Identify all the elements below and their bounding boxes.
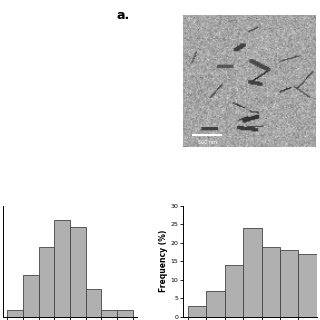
Bar	[23, 275, 38, 317]
Text: 500 nm: 500 nm	[198, 140, 217, 145]
Bar	[117, 310, 133, 317]
Bar	[261, 246, 280, 317]
Bar	[188, 306, 206, 317]
Bar	[225, 265, 243, 317]
Bar	[280, 250, 298, 317]
Bar	[243, 228, 261, 317]
Bar	[54, 220, 70, 317]
Bar	[206, 291, 225, 317]
Bar	[86, 289, 101, 317]
Bar	[38, 247, 54, 317]
Bar	[298, 254, 317, 317]
Bar	[7, 310, 23, 317]
Bar	[101, 310, 117, 317]
Y-axis label: Frequency (%): Frequency (%)	[159, 230, 168, 292]
Bar	[70, 227, 86, 317]
Text: a.: a.	[117, 9, 130, 22]
